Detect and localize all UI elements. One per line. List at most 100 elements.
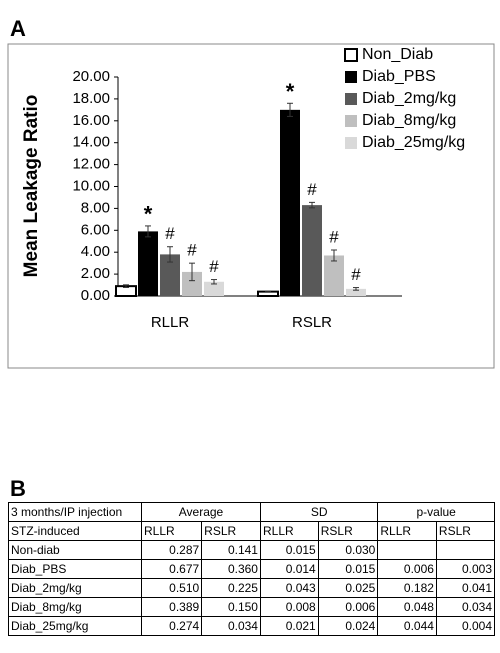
table-row: STZ-induced RLLR RSLR RLLR RSLR RLLR RSLR [8, 521, 496, 541]
annotation: * [286, 79, 295, 104]
legend-label: Non_Diab [362, 46, 433, 63]
table-cell: 0.360 [201, 559, 261, 579]
table-cell: 0.004 [435, 616, 496, 636]
table-cell: Diab_25mg/kg [8, 616, 142, 636]
y-tick-label: 4.00 [81, 243, 110, 260]
table-cell: RSLR [435, 521, 496, 541]
table-row: Non-diab 0.287 0.141 0.015 0.030 [8, 540, 496, 560]
legend-swatch [345, 93, 357, 105]
table-cell: 0.021 [259, 616, 319, 636]
table-row: Diab_25mg/kg 0.274 0.034 0.021 0.024 0.044 0.0… [8, 616, 496, 636]
table-cell: 0.287 [140, 540, 203, 560]
table-cell: 0.225 [201, 578, 261, 598]
legend-swatch [345, 71, 357, 83]
y-axis-label: Mean Leakage Ratio [21, 95, 42, 278]
table-cell: 0.003 [435, 559, 496, 579]
table-cell: Diab_8mg/kg [8, 597, 142, 617]
table-row: Diab_8mg/kg 0.389 0.150 0.008 0.006 0.048 0.03… [8, 597, 496, 617]
annotation: # [351, 265, 361, 284]
y-tick-label: 10.00 [72, 177, 110, 194]
y-tick-label: 0.00 [81, 287, 110, 304]
table-cell: RLLR [140, 521, 203, 541]
table-cell: 0.030 [317, 540, 379, 560]
bar [324, 255, 344, 296]
table-cell: 0.044 [377, 616, 437, 636]
y-tick-label: 2.00 [81, 265, 110, 282]
table-cell: 0.015 [317, 559, 379, 579]
table-cell: 0.510 [140, 578, 203, 598]
table-cell: 0.150 [201, 597, 261, 617]
table-cell: STZ-induced [8, 521, 142, 541]
table-row: Diab_2mg/kg 0.510 0.225 0.043 0.025 0.182 0.04… [8, 578, 496, 598]
legend-swatch [345, 115, 357, 127]
table-cell: Diab_PBS [8, 559, 142, 579]
x-tick-label: RLLR [151, 314, 190, 331]
y-tick-label: 12.00 [72, 156, 110, 173]
table-cell: 0.389 [140, 597, 203, 617]
x-tick-label: RSLR [292, 314, 332, 331]
chart: A Mean Leakage Ratio B 0.00 2.00 4.00 6.00 8… [7, 16, 495, 500]
table-cell: Diab_2mg/kg [8, 578, 142, 598]
data-table: 3 months/IP injection Average SD p-value STZ… [8, 502, 496, 636]
table-cell: RLLR [259, 521, 319, 541]
table-cell: 0.048 [377, 597, 437, 617]
table-cell: RSLR [201, 521, 261, 541]
table-cell [377, 540, 437, 560]
error-bar [309, 201, 315, 209]
table-cell: 0.041 [435, 578, 496, 598]
table-cell: 0.274 [140, 616, 203, 636]
table-cell: Average [141, 502, 261, 522]
bar [280, 109, 300, 296]
bar [302, 205, 322, 296]
error-bar [123, 284, 129, 288]
panel-label: B [10, 476, 26, 500]
error-bar [331, 249, 337, 262]
table-cell: 3 months/IP injection [8, 502, 142, 522]
annotation: # [165, 224, 175, 243]
y-tick-label: 6.00 [81, 221, 110, 238]
y-tick-label: 8.00 [81, 199, 110, 216]
bar [204, 281, 224, 296]
table-cell: 0.015 [259, 540, 319, 560]
panel-frame [7, 43, 495, 369]
legend-label: Diab_8mg/kg [362, 112, 456, 129]
annotation: # [307, 180, 317, 199]
table-cell: RLLR [377, 521, 437, 541]
table-cell: 0.034 [201, 616, 261, 636]
error-bar [145, 225, 151, 238]
error-bar [287, 102, 293, 117]
legend-swatch [344, 48, 358, 62]
table-cell: SD [259, 502, 379, 522]
table-cell [435, 540, 496, 560]
table-cell: 0.141 [201, 540, 261, 560]
table-cell: RSLR [317, 521, 379, 541]
table-row: Diab_PBS 0.677 0.360 0.014 0.015 0.006 0.003 [8, 559, 496, 579]
bar [182, 271, 202, 296]
table-cell: 0.182 [377, 578, 437, 598]
bar [346, 288, 366, 296]
error-bar [167, 246, 173, 263]
table-cell: 0.008 [259, 597, 319, 617]
y-tick-label: 18.00 [72, 90, 110, 107]
table-cell: Non-diab [8, 540, 142, 560]
legend-swatch [345, 137, 357, 149]
legend-label: Diab_25mg/kg [362, 134, 465, 151]
error-bar [211, 279, 217, 285]
table-cell: 0.024 [317, 616, 379, 636]
table-cell: 0.006 [377, 559, 437, 579]
table-cell: 0.034 [435, 597, 496, 617]
table-cell: 0.025 [317, 578, 379, 598]
table-cell: 0.006 [317, 597, 379, 617]
annotation: # [329, 227, 339, 246]
annotation: # [209, 257, 219, 276]
y-tick-label: 14.00 [72, 134, 110, 151]
annotation: * [144, 202, 153, 227]
y-tick-label: 16.00 [72, 112, 110, 129]
y-tick-label: 20.00 [72, 68, 110, 85]
annotation: # [187, 241, 197, 260]
legend-label: Diab_PBS [362, 68, 436, 85]
error-bar [189, 262, 195, 282]
panel-label: A [10, 16, 26, 41]
table-cell: 0.043 [259, 578, 319, 598]
